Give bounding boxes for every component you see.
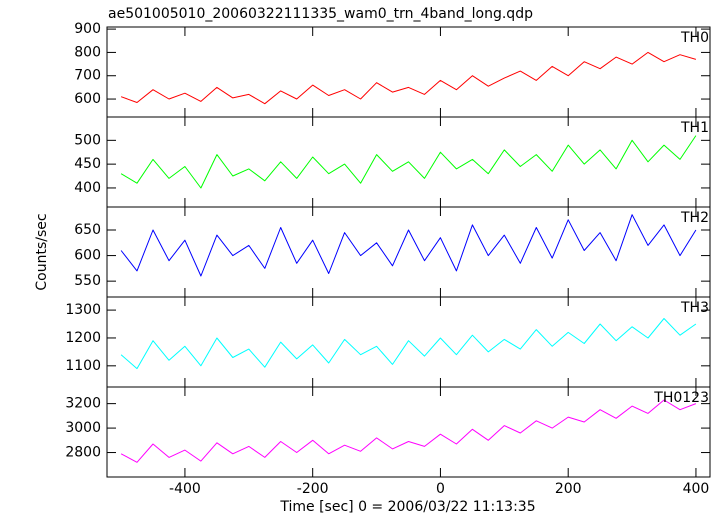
x-axis-label: Time [sec] 0 = 2006/03/22 11:13:35 <box>279 499 535 515</box>
x-tick-label: -400 <box>169 481 201 497</box>
x-tick-label: -200 <box>297 481 329 497</box>
data-line <box>120 399 697 463</box>
data-line <box>120 214 697 277</box>
panel-label: TH2 <box>680 210 709 226</box>
y-tick-label: 900 <box>74 21 101 37</box>
y-tick-label: 600 <box>74 248 101 264</box>
y-tick-label: 550 <box>74 273 101 289</box>
y-tick-label: 2800 <box>65 445 101 461</box>
data-line <box>120 51 697 105</box>
y-tick-label: 450 <box>74 156 101 172</box>
x-tick-label: 400 <box>683 481 710 497</box>
y-tick-label: 600 <box>74 91 101 107</box>
y-tick-label: 800 <box>74 44 101 60</box>
y-tick-label: 3000 <box>65 420 101 436</box>
data-line <box>120 135 697 189</box>
panel-frame <box>106 296 711 388</box>
y-tick-label: 400 <box>74 180 101 196</box>
panel-frame <box>106 386 711 478</box>
panel-label: TH3 <box>680 300 709 316</box>
y-tick-label: 700 <box>74 68 101 84</box>
x-tick-label: 0 <box>436 481 445 497</box>
y-tick-label: 500 <box>74 132 101 148</box>
y-tick-label: 1200 <box>65 330 101 346</box>
chart-title: ae501005010_20060322111335_wam0_trn_4ban… <box>108 6 533 22</box>
y-axis-label: Counts/sec <box>34 213 50 290</box>
y-tick-label: 650 <box>74 222 101 238</box>
y-tick-label: 1100 <box>65 358 101 374</box>
y-tick-label: 1300 <box>65 302 101 318</box>
panel-label: TH1 <box>680 120 709 136</box>
panel-frame <box>106 26 711 118</box>
data-line <box>120 318 697 370</box>
y-tick-label: 3200 <box>65 396 101 412</box>
panel-label: TH0123 <box>653 390 709 406</box>
panel-label: TH0 <box>680 30 709 46</box>
x-tick-label: 200 <box>555 481 582 497</box>
